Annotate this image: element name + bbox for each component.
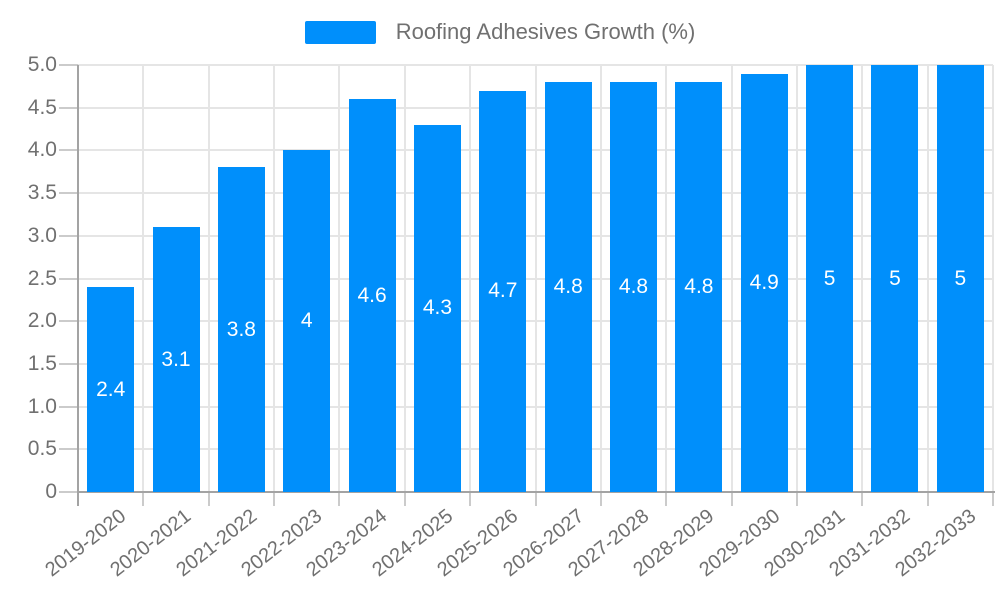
y-tick-label: 0.5 [27,437,57,461]
y-tick-label: 2.0 [27,309,57,333]
x-axis-tick [338,491,341,506]
x-axis-tick [469,491,472,506]
x-grid-line [142,65,145,492]
y-tick-label: 1.0 [27,394,57,418]
y-tick-label: 1.5 [27,351,57,375]
x-grid-line [273,65,276,492]
bar[interactable]: 4.9 [740,73,788,492]
bar-value-label: 4.3 [422,296,453,320]
legend[interactable]: Roofing Adhesives Growth (%) [0,16,1000,48]
y-axis-tick [59,192,78,195]
y-axis-tick [59,106,78,109]
y-tick-label: 4.5 [27,95,57,119]
bar-value-label: 5 [823,266,836,290]
y-axis-tick [59,234,78,237]
bar-value-label: 2.4 [96,377,126,401]
bar-value-label: 4 [300,309,313,333]
bar[interactable]: 5 [806,65,854,492]
bar[interactable]: 4 [283,150,331,492]
bar[interactable]: 4.8 [675,82,723,492]
bar-value-label: 4.8 [618,275,649,299]
bar[interactable]: 4.8 [610,82,658,492]
y-axis-tick [59,448,78,451]
bar-value-label: 4.8 [684,275,714,299]
x-axis-tick [665,491,668,506]
y-tick-label: 3.0 [27,223,57,247]
x-axis-tick [795,491,798,506]
x-grid-line [469,65,472,492]
bar[interactable]: 3.1 [152,227,200,492]
y-axis-line [77,65,79,506]
legend-series-label: Roofing Adhesives Growth (%) [395,19,696,44]
bar[interactable]: 4.3 [413,124,461,492]
x-axis-tick [992,491,994,506]
x-grid-line [795,65,798,492]
x-grid-line [599,65,602,492]
y-axis-tick [59,405,78,408]
x-grid-line [730,65,733,492]
y-tick-label: 2.5 [27,266,57,290]
bar-value-label: 4.7 [488,279,518,303]
x-axis-tick [207,491,210,506]
x-axis-tick [403,491,406,506]
bar-value-label: 3.1 [161,347,191,371]
x-grid-line [207,65,210,492]
y-axis-tick [59,64,78,66]
x-grid-line [534,65,537,492]
y-tick-label: 4.0 [27,138,57,162]
bar-value-label: 4.9 [749,270,779,294]
y-tick-label: 5.0 [27,53,57,76]
bar-value-label: 5 [954,266,967,290]
bar[interactable]: 4.6 [348,99,396,492]
bar-value-label: 3.8 [226,317,256,341]
x-axis-tick [730,491,733,506]
x-axis-tick [534,491,537,506]
legend-swatch [304,20,376,44]
bar[interactable]: 4.7 [479,90,527,492]
y-axis-tick [59,491,78,493]
x-axis-tick [926,491,929,506]
y-tick-label: 0 [45,480,57,503]
x-axis-tick [142,491,145,506]
y-tick-label: 3.5 [27,181,57,205]
x-grid-line [338,65,341,492]
x-grid-line [926,65,929,492]
x-axis-tick [599,491,602,506]
bar-value-label: 4.6 [357,283,387,307]
bar[interactable]: 5 [871,65,919,492]
x-grid-line [403,65,406,492]
y-axis-tick [59,277,78,280]
bar[interactable]: 2.4 [87,287,135,492]
x-axis-tick [861,491,864,506]
x-grid-line [665,65,668,492]
x-grid-line [861,65,864,492]
bar-value-label: 5 [889,266,901,290]
x-axis-tick [273,491,276,506]
y-axis-tick [59,320,78,323]
bar-value-label: 4.8 [553,275,583,299]
bar[interactable]: 3.8 [217,167,265,492]
bar[interactable]: 5 [936,65,984,492]
x-grid-line [992,65,994,492]
x-axis-line [77,491,995,493]
y-axis-tick [59,149,78,152]
bar[interactable]: 4.8 [544,82,592,492]
y-axis-tick [59,362,78,365]
